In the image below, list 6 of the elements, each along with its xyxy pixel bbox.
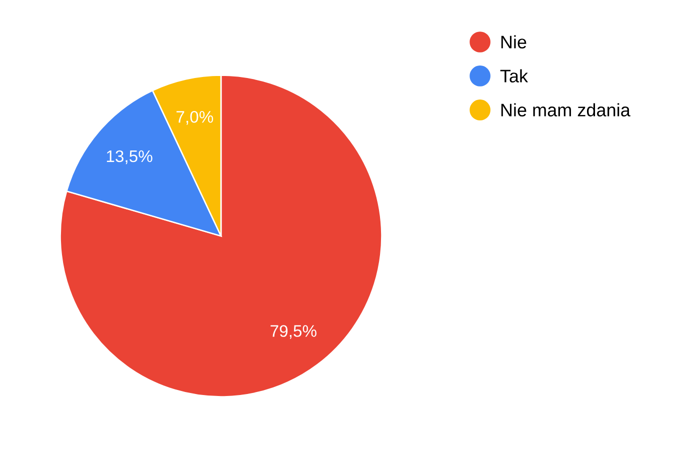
data-label: 79,5% — [270, 325, 316, 339]
data-label: 7,0% — [176, 110, 214, 125]
legend-label: Nie — [501, 35, 526, 48]
legend-label: Tak — [500, 69, 528, 82]
legend-label: Nie mam zdania — [501, 103, 630, 116]
data-label: 13,5% — [106, 150, 152, 164]
